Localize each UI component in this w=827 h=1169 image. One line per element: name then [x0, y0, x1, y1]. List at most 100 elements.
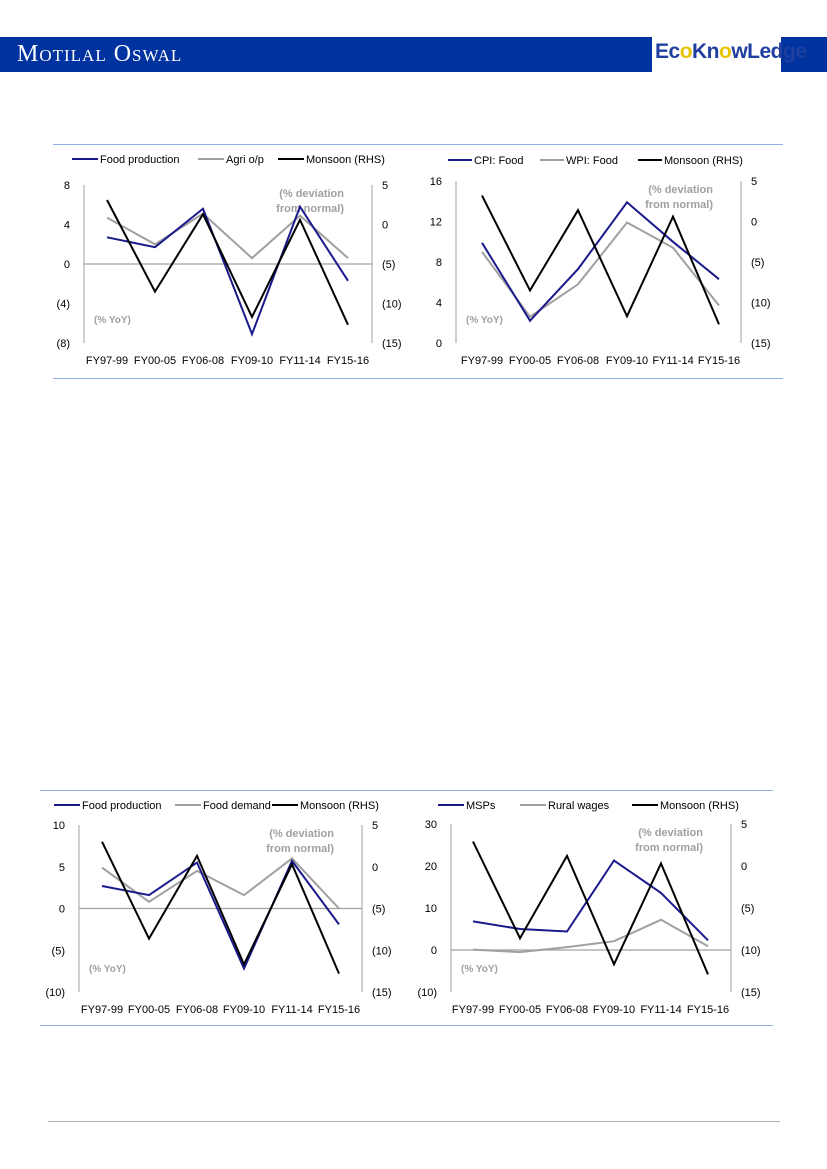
category-label: FY97-99 [86, 355, 128, 367]
header-bar-right [781, 37, 827, 72]
legend-label: Rural wages [548, 800, 610, 812]
left-tick-label: 20 [425, 861, 437, 873]
category-label: FY11-14 [640, 1004, 681, 1016]
category-label: FY06-08 [557, 355, 599, 367]
left-tick-label: (10) [45, 987, 65, 999]
legend-label: Agri o/p [226, 154, 264, 166]
category-label: FY00-05 [509, 355, 551, 367]
series-line-cpi-food [481, 200, 720, 323]
category-label: FY15-16 [698, 355, 740, 367]
right-tick-label: 0 [372, 862, 378, 874]
left-tick-label: 0 [431, 945, 437, 957]
chart-frame-top-bottom [53, 378, 783, 379]
category-label: FY11-14 [652, 355, 693, 367]
left-tick-label: 0 [436, 338, 442, 350]
right-axis-unit-label: from normal) [645, 199, 713, 211]
category-label: FY11-14 [271, 1004, 312, 1016]
left-tick-label: 5 [59, 862, 65, 874]
left-tick-label: 30 [425, 819, 437, 831]
left-tick-label: 8 [436, 257, 442, 269]
series-line-wpi-food [481, 221, 720, 319]
left-tick-label: (8) [57, 338, 70, 350]
category-label: FY09-10 [606, 355, 648, 367]
legend-label: WPI: Food [566, 155, 618, 167]
right-tick-label: 5 [372, 820, 378, 832]
left-tick-label: 0 [59, 904, 65, 916]
right-tick-label: (15) [751, 338, 771, 350]
right-axis-unit-label: from normal) [276, 203, 344, 215]
category-label: FY97-99 [81, 1004, 123, 1016]
category-label: FY09-10 [593, 1004, 635, 1016]
series-line-monsoon-rhs- [472, 841, 709, 975]
left-axis-unit-label: (% YoY) [89, 964, 126, 975]
chart-3: 10 5 0 (5) (10) 5 0 (5) (10) (15) FY97-99 FY00-05 FY… [45, 800, 391, 1016]
left-tick-label: (4) [57, 299, 70, 311]
series-line-food-production [106, 204, 349, 337]
series-line-rural-wages [472, 918, 709, 954]
right-tick-label: 0 [751, 217, 757, 229]
right-axis-unit-label: (% deviation [648, 184, 713, 196]
category-label: FY15-16 [318, 1004, 360, 1016]
right-tick-label: (10) [372, 945, 392, 957]
category-label: FY97-99 [461, 355, 503, 367]
category-label: FY00-05 [499, 1004, 541, 1016]
legend-label: CPI: Food [474, 155, 524, 167]
series-line-agri-o-p [106, 212, 349, 260]
right-axis-unit-label: (% deviation [279, 188, 344, 200]
legend-label: Food production [100, 154, 180, 166]
category-label: FY15-16 [687, 1004, 729, 1016]
right-tick-label: (10) [382, 299, 402, 311]
chart-frame-bottom-bottom [40, 1025, 773, 1026]
chart-1: 8 4 0 (4) (8) 5 0 (5) (10) (15) FY97-99 FY00-05 FY06… [57, 154, 402, 367]
left-tick-label: 12 [430, 217, 442, 229]
category-label: FY06-08 [546, 1004, 588, 1016]
right-axis-unit-label: (% deviation [269, 828, 334, 840]
legend-label: Monsoon (RHS) [306, 154, 385, 166]
right-axis-unit-label: from normal) [635, 842, 703, 854]
left-tick-label: 16 [430, 176, 442, 188]
left-tick-label: 0 [64, 259, 70, 271]
left-tick-label: 4 [64, 220, 70, 232]
right-tick-label: (5) [382, 259, 395, 271]
brand-name: Motilal Oswal [17, 41, 183, 67]
right-tick-label: 5 [741, 819, 747, 831]
legend-label: Monsoon (RHS) [300, 800, 379, 812]
series-line-food-production [101, 858, 340, 972]
right-tick-label: 5 [751, 176, 757, 188]
left-axis-unit-label: (% YoY) [466, 315, 503, 326]
legend-label: MSPs [466, 800, 496, 812]
right-axis-unit-label: from normal) [266, 843, 334, 855]
right-tick-label: (5) [751, 257, 764, 269]
right-tick-label: (15) [372, 987, 392, 999]
left-tick-label: 4 [436, 298, 442, 310]
left-tick-label: (5) [52, 945, 65, 957]
left-axis-unit-label: (% YoY) [461, 964, 498, 975]
left-tick-label: 10 [53, 820, 65, 832]
right-tick-label: (5) [372, 904, 385, 916]
category-label: FY11-14 [279, 355, 320, 367]
category-label: FY00-05 [128, 1004, 170, 1016]
category-label: FY15-16 [327, 355, 369, 367]
right-tick-label: (5) [741, 903, 754, 915]
left-axis-unit-label: (% YoY) [94, 315, 131, 326]
series-line-monsoon-rhs- [481, 195, 720, 325]
chart-frame-top [53, 144, 783, 145]
right-axis-unit-label: (% deviation [638, 827, 703, 839]
legend-label: Monsoon (RHS) [664, 155, 743, 167]
category-label: FY06-08 [176, 1004, 218, 1016]
ecoknowledge-logo: EcoKnowLedge [655, 40, 807, 63]
left-tick-label: (10) [417, 987, 437, 999]
series-line-msps [472, 859, 709, 942]
footer-rule [48, 1121, 780, 1122]
left-tick-label: 10 [425, 903, 437, 915]
series-line-monsoon-rhs- [101, 841, 340, 974]
category-label: FY97-99 [452, 1004, 494, 1016]
category-label: FY09-10 [231, 355, 273, 367]
category-label: FY09-10 [223, 1004, 265, 1016]
right-tick-label: (15) [382, 338, 402, 350]
category-label: FY06-08 [182, 355, 224, 367]
right-tick-label: (10) [741, 945, 761, 957]
chart-frame-bottom [40, 790, 773, 791]
left-tick-label: 8 [64, 180, 70, 192]
